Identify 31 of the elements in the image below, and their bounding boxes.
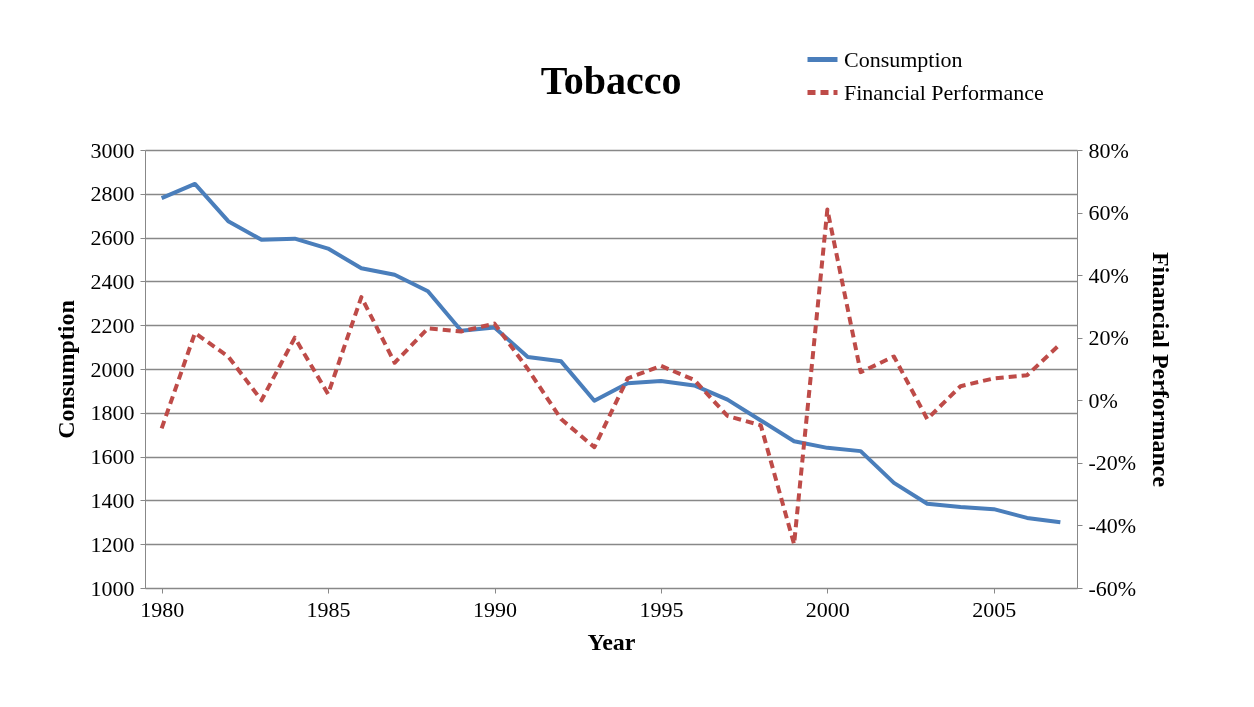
y-tick-label: 1600 bbox=[90, 444, 135, 470]
chart-title: Tobacco bbox=[540, 58, 682, 103]
y2-tick-label: -60% bbox=[1088, 575, 1137, 601]
x-tick-label: 1985 bbox=[306, 596, 351, 622]
y2-tick-label: 40% bbox=[1088, 262, 1129, 288]
x-tick-label: 1990 bbox=[473, 596, 517, 622]
y-tick-label: 2400 bbox=[90, 268, 135, 294]
y-tick-label: 3000 bbox=[90, 137, 135, 163]
x-tick-label: 2005 bbox=[972, 596, 1017, 622]
y2-axis-title: Financial Performance bbox=[1148, 251, 1175, 488]
y2-tick-label: 60% bbox=[1088, 200, 1129, 226]
y-tick-label: 2800 bbox=[90, 181, 135, 207]
y-tick-label: 1800 bbox=[90, 400, 135, 426]
x-tick-label: 2000 bbox=[805, 596, 850, 622]
y-tick-label: 2000 bbox=[90, 356, 135, 382]
y-tick-label: 1000 bbox=[90, 575, 135, 601]
legend-label: Consumption bbox=[844, 46, 963, 72]
x-tick-label: 1980 bbox=[140, 596, 185, 622]
y2-tick-label: -20% bbox=[1088, 450, 1137, 476]
y2-tick-label: -40% bbox=[1088, 512, 1137, 538]
y-tick-label: 2600 bbox=[90, 225, 135, 251]
y-tick-label: 2200 bbox=[90, 312, 135, 338]
y-tick-label: 1400 bbox=[90, 487, 135, 513]
legend-label: Financial Performance bbox=[844, 79, 1044, 105]
y-tick-label: 1200 bbox=[90, 531, 135, 557]
y2-tick-label: 20% bbox=[1088, 325, 1129, 351]
x-tick-label: 1995 bbox=[639, 596, 684, 622]
y-axis-title: Consumption bbox=[52, 300, 79, 439]
y2-tick-label: 0% bbox=[1088, 387, 1118, 413]
x-axis-title: Year bbox=[587, 628, 636, 655]
y2-tick-label: 80% bbox=[1088, 137, 1129, 163]
